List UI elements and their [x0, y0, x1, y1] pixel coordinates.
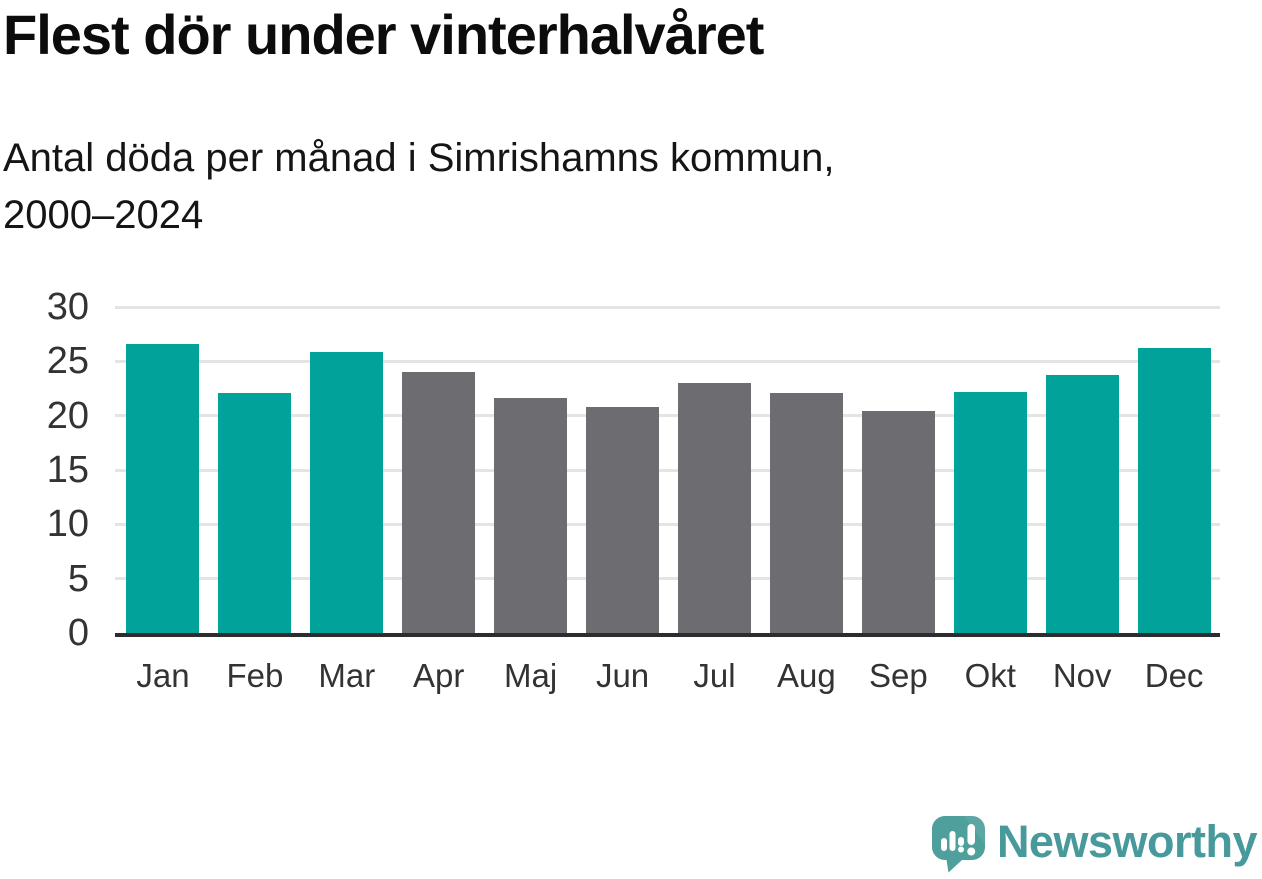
bars-group — [117, 307, 1220, 633]
x-axis-label-jan: Jan — [136, 657, 190, 694]
x-axis-label-nov: Nov — [1052, 657, 1112, 694]
bar-maj — [494, 398, 568, 633]
x-axis-label-maj: Maj — [504, 657, 558, 694]
x-axis-label-mar: Mar — [318, 657, 376, 694]
y-axis-tick-25: 25 — [46, 340, 89, 383]
x-axis-label-jul: Jul — [693, 657, 736, 694]
bar-dec — [1137, 348, 1211, 633]
chart-title: Flest dör under vinterhalvåret — [3, 3, 764, 66]
bar-mar — [310, 351, 384, 633]
bar-aug — [769, 392, 843, 633]
bar-slot-maj — [485, 307, 577, 633]
bar-slot-jul — [669, 307, 761, 633]
gridline-25 — [115, 359, 1220, 363]
bar-jun — [586, 406, 660, 633]
bar-feb — [218, 392, 292, 633]
y-axis-tick-30: 30 — [46, 286, 89, 328]
bar-slot-jun — [577, 307, 669, 633]
gridline-10 — [115, 522, 1220, 526]
y-axis-tick-10: 10 — [46, 503, 89, 546]
x-axis-label-sep: Sep — [868, 657, 928, 694]
x-axis-label-jun: Jun — [595, 657, 650, 694]
brand-footer: Newsworthy — [931, 815, 1258, 873]
newsworthy-logo-icon — [931, 816, 985, 873]
bar-slot-sep — [852, 307, 944, 633]
bar-jan — [126, 343, 200, 633]
brand-wordmark: Newsworthy — [996, 815, 1258, 867]
x-axis-label-feb: Feb — [226, 657, 284, 694]
bar-jul — [677, 383, 751, 633]
bar-slot-feb — [209, 307, 301, 633]
y-axis-tick-20: 20 — [46, 394, 89, 437]
chart-subtitle: Antal döda per månad i Simrishamns kommu… — [3, 136, 835, 237]
gridline-20 — [115, 414, 1220, 418]
bar-slot-jan — [117, 307, 209, 633]
y-axis-tick-5: 5 — [67, 557, 89, 600]
plot-area: 0 5 10 15 20 25 30 — [47, 288, 1220, 652]
x-axis-label-dec: Dec — [1144, 657, 1204, 694]
bar-sep — [861, 411, 935, 633]
x-axis-label-okt: Okt — [964, 657, 1016, 694]
bar-slot-apr — [393, 307, 485, 633]
bar-nov — [1045, 375, 1119, 633]
bar-slot-dec — [1128, 307, 1220, 633]
x-axis-line — [115, 633, 1220, 637]
gridline-30 — [115, 305, 1220, 309]
bar-slot-nov — [1036, 307, 1128, 633]
y-axis-tick-0: 0 — [67, 612, 89, 654]
bar-okt — [953, 391, 1027, 633]
gridline-5 — [115, 577, 1220, 581]
y-axis-tick-15: 15 — [46, 449, 89, 491]
bar-apr — [402, 372, 476, 633]
gridline-15 — [115, 468, 1220, 472]
bar-slot-okt — [944, 307, 1036, 633]
x-axis-labels: Jan Feb Mar Apr Maj Jun Jul Aug Sep Okt Nov Dec — [117, 657, 1220, 695]
x-axis-label-aug: Aug — [777, 657, 836, 694]
bar-slot-mar — [301, 307, 393, 633]
x-axis-label-apr: Apr — [413, 657, 465, 694]
bar-slot-aug — [760, 307, 852, 633]
